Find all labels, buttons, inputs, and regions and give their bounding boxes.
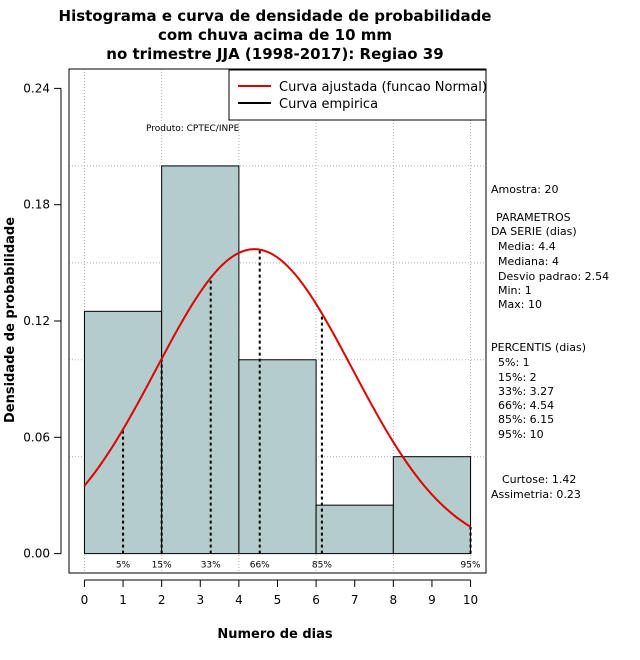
x-tick-label-9: 9 — [428, 593, 436, 607]
bars-layer — [83, 165, 472, 555]
params-title-1: PARAMETROS — [496, 211, 571, 224]
x-tick-label-5: 5 — [274, 593, 282, 607]
param-min: Min: 1 — [498, 284, 532, 297]
percentil-5: 5%: 1 — [498, 356, 530, 369]
chart-title-line-1: Histograma e curva de densidade de proba… — [59, 7, 492, 25]
param-desvio: Desvio padrao: 2.54 — [498, 270, 609, 283]
x-tick-label-3: 3 — [196, 593, 204, 607]
x-tick-label-1: 1 — [119, 593, 127, 607]
param-max: Max: 10 — [498, 298, 542, 311]
x-tick-label-0: 0 — [81, 593, 89, 607]
legend: Curva ajustada (funcao Normal) Curva emp… — [228, 69, 487, 121]
y-tick-label-1: 0.06 — [23, 430, 50, 444]
y-axis-title: Densidade de probabilidade — [3, 217, 18, 423]
x-axis-title: Numero de dias — [217, 627, 333, 642]
x-tick-label-7: 7 — [351, 593, 359, 607]
x-tick-label-4: 4 — [235, 593, 243, 607]
y-tick-label-0: 0.00 — [23, 547, 50, 561]
percentile-lines-layer — [122, 249, 472, 554]
percentil-85: 85%: 6.15 — [498, 413, 554, 426]
percentile-label-0: 5% — [116, 561, 131, 571]
assimetria: Assimetria: 0.23 — [491, 488, 581, 501]
curtose: Curtose: 1.42 — [502, 473, 576, 486]
chart-title-line-2: com chuva acima de 10 mm — [158, 26, 392, 44]
percentil-95: 95%: 10 — [498, 428, 544, 441]
side-statistics-panel: Amostra: 20 PARAMETROS DA SERIE (dias) M… — [491, 183, 609, 501]
percentis-title: PERCENTIS (dias) — [491, 341, 586, 354]
y-tick-label-4: 0.24 — [23, 81, 50, 95]
percentil-66: 66%: 4.54 — [498, 399, 554, 412]
percentile-label-5: 95% — [461, 561, 481, 571]
fitted-normal-curve — [83, 248, 472, 528]
curve-layer — [83, 248, 472, 528]
legend-label-curve-ajustada: Curva ajustada (funcao Normal) — [279, 80, 487, 95]
percentile-label-4: 85% — [312, 561, 332, 571]
percentil-33: 33%: 3.27 — [498, 385, 554, 398]
sample-size: Amostra: 20 — [491, 183, 558, 196]
x-tick-label-8: 8 — [390, 593, 398, 607]
x-tick-label-10: 10 — [463, 593, 478, 607]
params-title-2: DA SERIE (dias) — [491, 225, 577, 238]
histogram-bar-4 — [392, 456, 472, 555]
chart-title-line-3: no trimestre JJA (1998-2017): Regiao 39 — [106, 45, 443, 63]
param-media: Media: 4.4 — [498, 240, 556, 253]
x-tick-label-6: 6 — [312, 593, 320, 607]
product-annotation: Produto: CPTEC/INPE — [146, 124, 240, 134]
percentile-label-1: 15% — [152, 561, 172, 571]
percentile-label-2: 33% — [201, 561, 221, 571]
histogram-bar-3 — [315, 504, 394, 555]
axes-layer: 0 1 2 3 4 5 6 7 8 9 10 0.00 0.06 0.12 0.18 0.24 — [23, 81, 478, 607]
percentile-labels-layer: 5% 15% 33% 66% 85% 95% — [116, 561, 481, 571]
histogram-bar-2 — [238, 359, 317, 555]
param-mediana: Mediana: 4 — [498, 255, 559, 268]
y-tick-label-3: 0.18 — [23, 198, 50, 212]
legend-label-curve-empirica: Curva empirica — [279, 97, 378, 112]
legend-box — [228, 69, 487, 121]
percentile-label-3: 66% — [250, 561, 270, 571]
percentil-15: 15%: 2 — [498, 371, 537, 384]
plot-frame — [68, 68, 487, 574]
x-tick-label-2: 2 — [158, 593, 166, 607]
histogram-bar-1 — [161, 165, 240, 555]
y-tick-label-2: 0.12 — [23, 314, 50, 328]
